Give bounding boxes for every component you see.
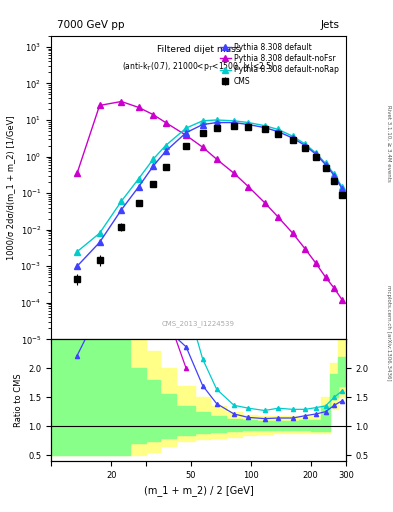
Pythia 8.308 default-noRap xyxy=(184,125,189,131)
Pythia 8.308 default-noFsr xyxy=(314,260,318,266)
Pythia 8.308 default-noFsr xyxy=(75,170,79,176)
Pythia 8.308 default xyxy=(151,163,156,169)
Pythia 8.308 default xyxy=(184,130,189,136)
Pythia 8.308 default-noRap xyxy=(276,126,281,133)
Pythia 8.308 default xyxy=(276,129,281,135)
Line: Pythia 8.308 default-noFsr: Pythia 8.308 default-noFsr xyxy=(74,99,345,303)
Text: CMS_2013_I1224539: CMS_2013_I1224539 xyxy=(162,321,235,327)
Pythia 8.308 default-noFsr xyxy=(262,200,267,206)
Line: Pythia 8.308 default-noRap: Pythia 8.308 default-noRap xyxy=(74,117,345,254)
Legend: Pythia 8.308 default, Pythia 8.308 default-noFsr, Pythia 8.308 default-noRap, CM: Pythia 8.308 default, Pythia 8.308 defau… xyxy=(217,39,342,89)
Pythia 8.308 default-noFsr xyxy=(184,132,189,138)
Pythia 8.308 default xyxy=(290,135,295,141)
Pythia 8.308 default xyxy=(303,142,307,148)
Pythia 8.308 default-noFsr xyxy=(303,246,307,252)
Pythia 8.308 default-noRap xyxy=(340,184,345,190)
Pythia 8.308 default-noFsr xyxy=(231,170,236,176)
Pythia 8.308 default-noRap xyxy=(303,141,307,147)
Pythia 8.308 default-noRap xyxy=(214,117,219,123)
Pythia 8.308 default-noFsr xyxy=(214,156,219,162)
Pythia 8.308 default-noRap xyxy=(231,118,236,124)
Pythia 8.308 default xyxy=(332,173,337,179)
Pythia 8.308 default xyxy=(75,263,79,269)
Pythia 8.308 default xyxy=(214,119,219,125)
Pythia 8.308 default-noFsr xyxy=(340,297,345,303)
Pythia 8.308 default-noFsr xyxy=(323,274,328,281)
Pythia 8.308 default xyxy=(262,124,267,131)
Pythia 8.308 default xyxy=(119,207,124,213)
Pythia 8.308 default-noRap xyxy=(246,119,251,125)
Pythia 8.308 default xyxy=(163,148,168,154)
Pythia 8.308 default-noFsr xyxy=(246,184,251,190)
Pythia 8.308 default-noRap xyxy=(314,150,318,156)
Pythia 8.308 default-noRap xyxy=(151,156,156,162)
Pythia 8.308 default-noRap xyxy=(75,249,79,255)
Pythia 8.308 default xyxy=(136,184,141,190)
Pythia 8.308 default-noRap xyxy=(262,122,267,129)
Pythia 8.308 default-noRap xyxy=(136,176,141,182)
Pythia 8.308 default xyxy=(231,119,236,125)
Pythia 8.308 default-noFsr xyxy=(151,112,156,118)
Y-axis label: Ratio to CMS: Ratio to CMS xyxy=(14,373,23,427)
Pythia 8.308 default-noFsr xyxy=(200,144,205,151)
Pythia 8.308 default-noRap xyxy=(332,171,337,177)
Text: Rivet 3.1.10, ≥ 3.4M events: Rivet 3.1.10, ≥ 3.4M events xyxy=(386,105,391,182)
Pythia 8.308 default-noFsr xyxy=(163,119,168,125)
Text: Filtered dijet mass: Filtered dijet mass xyxy=(157,45,240,54)
Text: (anti-k$_T$(0.7), 21000<p$_T$<1500, |y|<2.5): (anti-k$_T$(0.7), 21000<p$_T$<1500, |y|<… xyxy=(122,60,275,73)
Pythia 8.308 default-noFsr xyxy=(332,285,337,291)
Pythia 8.308 default-noFsr xyxy=(290,230,295,237)
Pythia 8.308 default-noRap xyxy=(323,160,328,166)
Pythia 8.308 default-noFsr xyxy=(97,102,102,109)
Pythia 8.308 default xyxy=(97,239,102,245)
Y-axis label: 1000/σ 2dσ/d(m_1 + m_2) [1/GeV]: 1000/σ 2dσ/d(m_1 + m_2) [1/GeV] xyxy=(6,115,15,260)
X-axis label: (m_1 + m_2) / 2 [GeV]: (m_1 + m_2) / 2 [GeV] xyxy=(143,485,253,496)
Pythia 8.308 default-noRap xyxy=(200,118,205,124)
Pythia 8.308 default-noRap xyxy=(163,142,168,148)
Pythia 8.308 default-noRap xyxy=(290,133,295,139)
Pythia 8.308 default xyxy=(314,151,318,157)
Pythia 8.308 default-noFsr xyxy=(136,104,141,111)
Pythia 8.308 default-noRap xyxy=(97,230,102,237)
Pythia 8.308 default-noFsr xyxy=(119,98,124,104)
Pythia 8.308 default xyxy=(340,186,345,192)
Text: Jets: Jets xyxy=(321,20,340,30)
Pythia 8.308 default xyxy=(200,121,205,127)
Pythia 8.308 default-noRap xyxy=(119,198,124,204)
Line: Pythia 8.308 default: Pythia 8.308 default xyxy=(74,120,345,269)
Pythia 8.308 default xyxy=(323,162,328,168)
Text: 7000 GeV pp: 7000 GeV pp xyxy=(57,20,125,30)
Pythia 8.308 default xyxy=(246,121,251,127)
Text: mcplots.cern.ch [arXiv:1306.3436]: mcplots.cern.ch [arXiv:1306.3436] xyxy=(386,285,391,380)
Pythia 8.308 default-noFsr xyxy=(276,214,281,220)
